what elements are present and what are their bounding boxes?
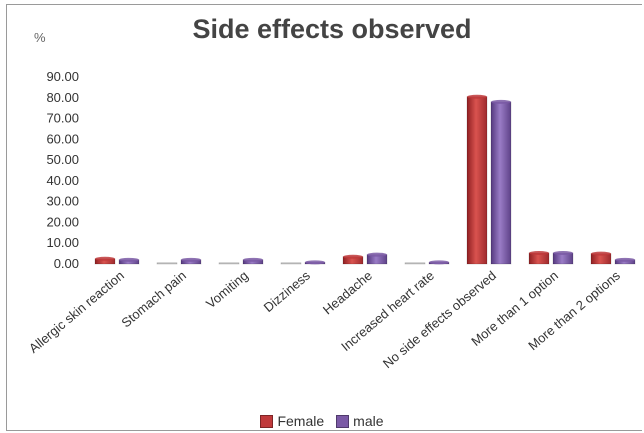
bar-female-6 [466, 96, 488, 265]
y-tick-label: 0.00 [54, 256, 79, 271]
bar-female-5 [404, 262, 426, 265]
x-category-label: Headache [320, 268, 375, 318]
y-tick-label: 30.00 [46, 194, 79, 209]
legend-item-female: Female [260, 413, 324, 429]
legend-swatch [336, 414, 350, 428]
y-tick-label: 10.00 [46, 235, 79, 250]
legend-label: Female [277, 413, 325, 429]
bar-female-2 [218, 262, 240, 265]
y-tick-label: 40.00 [46, 173, 79, 188]
bar-top-female-8 [591, 251, 611, 256]
bar-top-male-6 [491, 99, 511, 104]
bar-top-female-6 [467, 94, 487, 99]
x-category-label: Vomiting [203, 268, 251, 312]
legend-label: male [353, 413, 384, 429]
bar-top-male-5 [429, 260, 449, 265]
bar-top-male-4 [367, 252, 387, 257]
bar-top-male-8 [615, 257, 635, 262]
bar-top-male-1 [181, 257, 201, 262]
y-tick-label: 80.00 [46, 90, 79, 105]
x-category-label: Allergic skin reaction [26, 268, 127, 356]
y-tick-label: 90.00 [46, 69, 79, 84]
bar-top-female-7 [529, 250, 549, 255]
legend-item-male: male [336, 413, 384, 429]
legend: Female male [0, 413, 644, 431]
bar-top-male-0 [119, 257, 139, 262]
y-tick-label: 50.00 [46, 152, 79, 167]
x-category-label: No side effects observed [380, 268, 499, 371]
y-axis-unit-label: % [34, 30, 46, 45]
bar-top-male-3 [305, 260, 325, 265]
x-category-label: Stomach pain [118, 268, 189, 331]
legend-swatch [260, 414, 274, 428]
y-tick-label: 70.00 [46, 111, 79, 126]
y-tick-label: 20.00 [46, 214, 79, 229]
y-axis-ticks: 0.00 10.00 20.00 30.00 40.00 50.00 60.00 70.00 8… [46, 69, 79, 271]
y-tick-label: 60.00 [46, 131, 79, 146]
bar-top-male-7 [553, 250, 573, 255]
chart-frame [6, 4, 642, 431]
bar-top-female-0 [95, 256, 115, 261]
bar-top-female-4 [343, 254, 363, 259]
x-category-label: Dizziness [261, 267, 314, 315]
bar-female-1 [156, 262, 178, 265]
chart-title: Side effects observed [192, 14, 472, 44]
bar-male-6 [490, 101, 512, 265]
bar-female-3 [280, 262, 302, 265]
bars-group [94, 94, 636, 265]
bar-top-male-2 [243, 257, 263, 262]
